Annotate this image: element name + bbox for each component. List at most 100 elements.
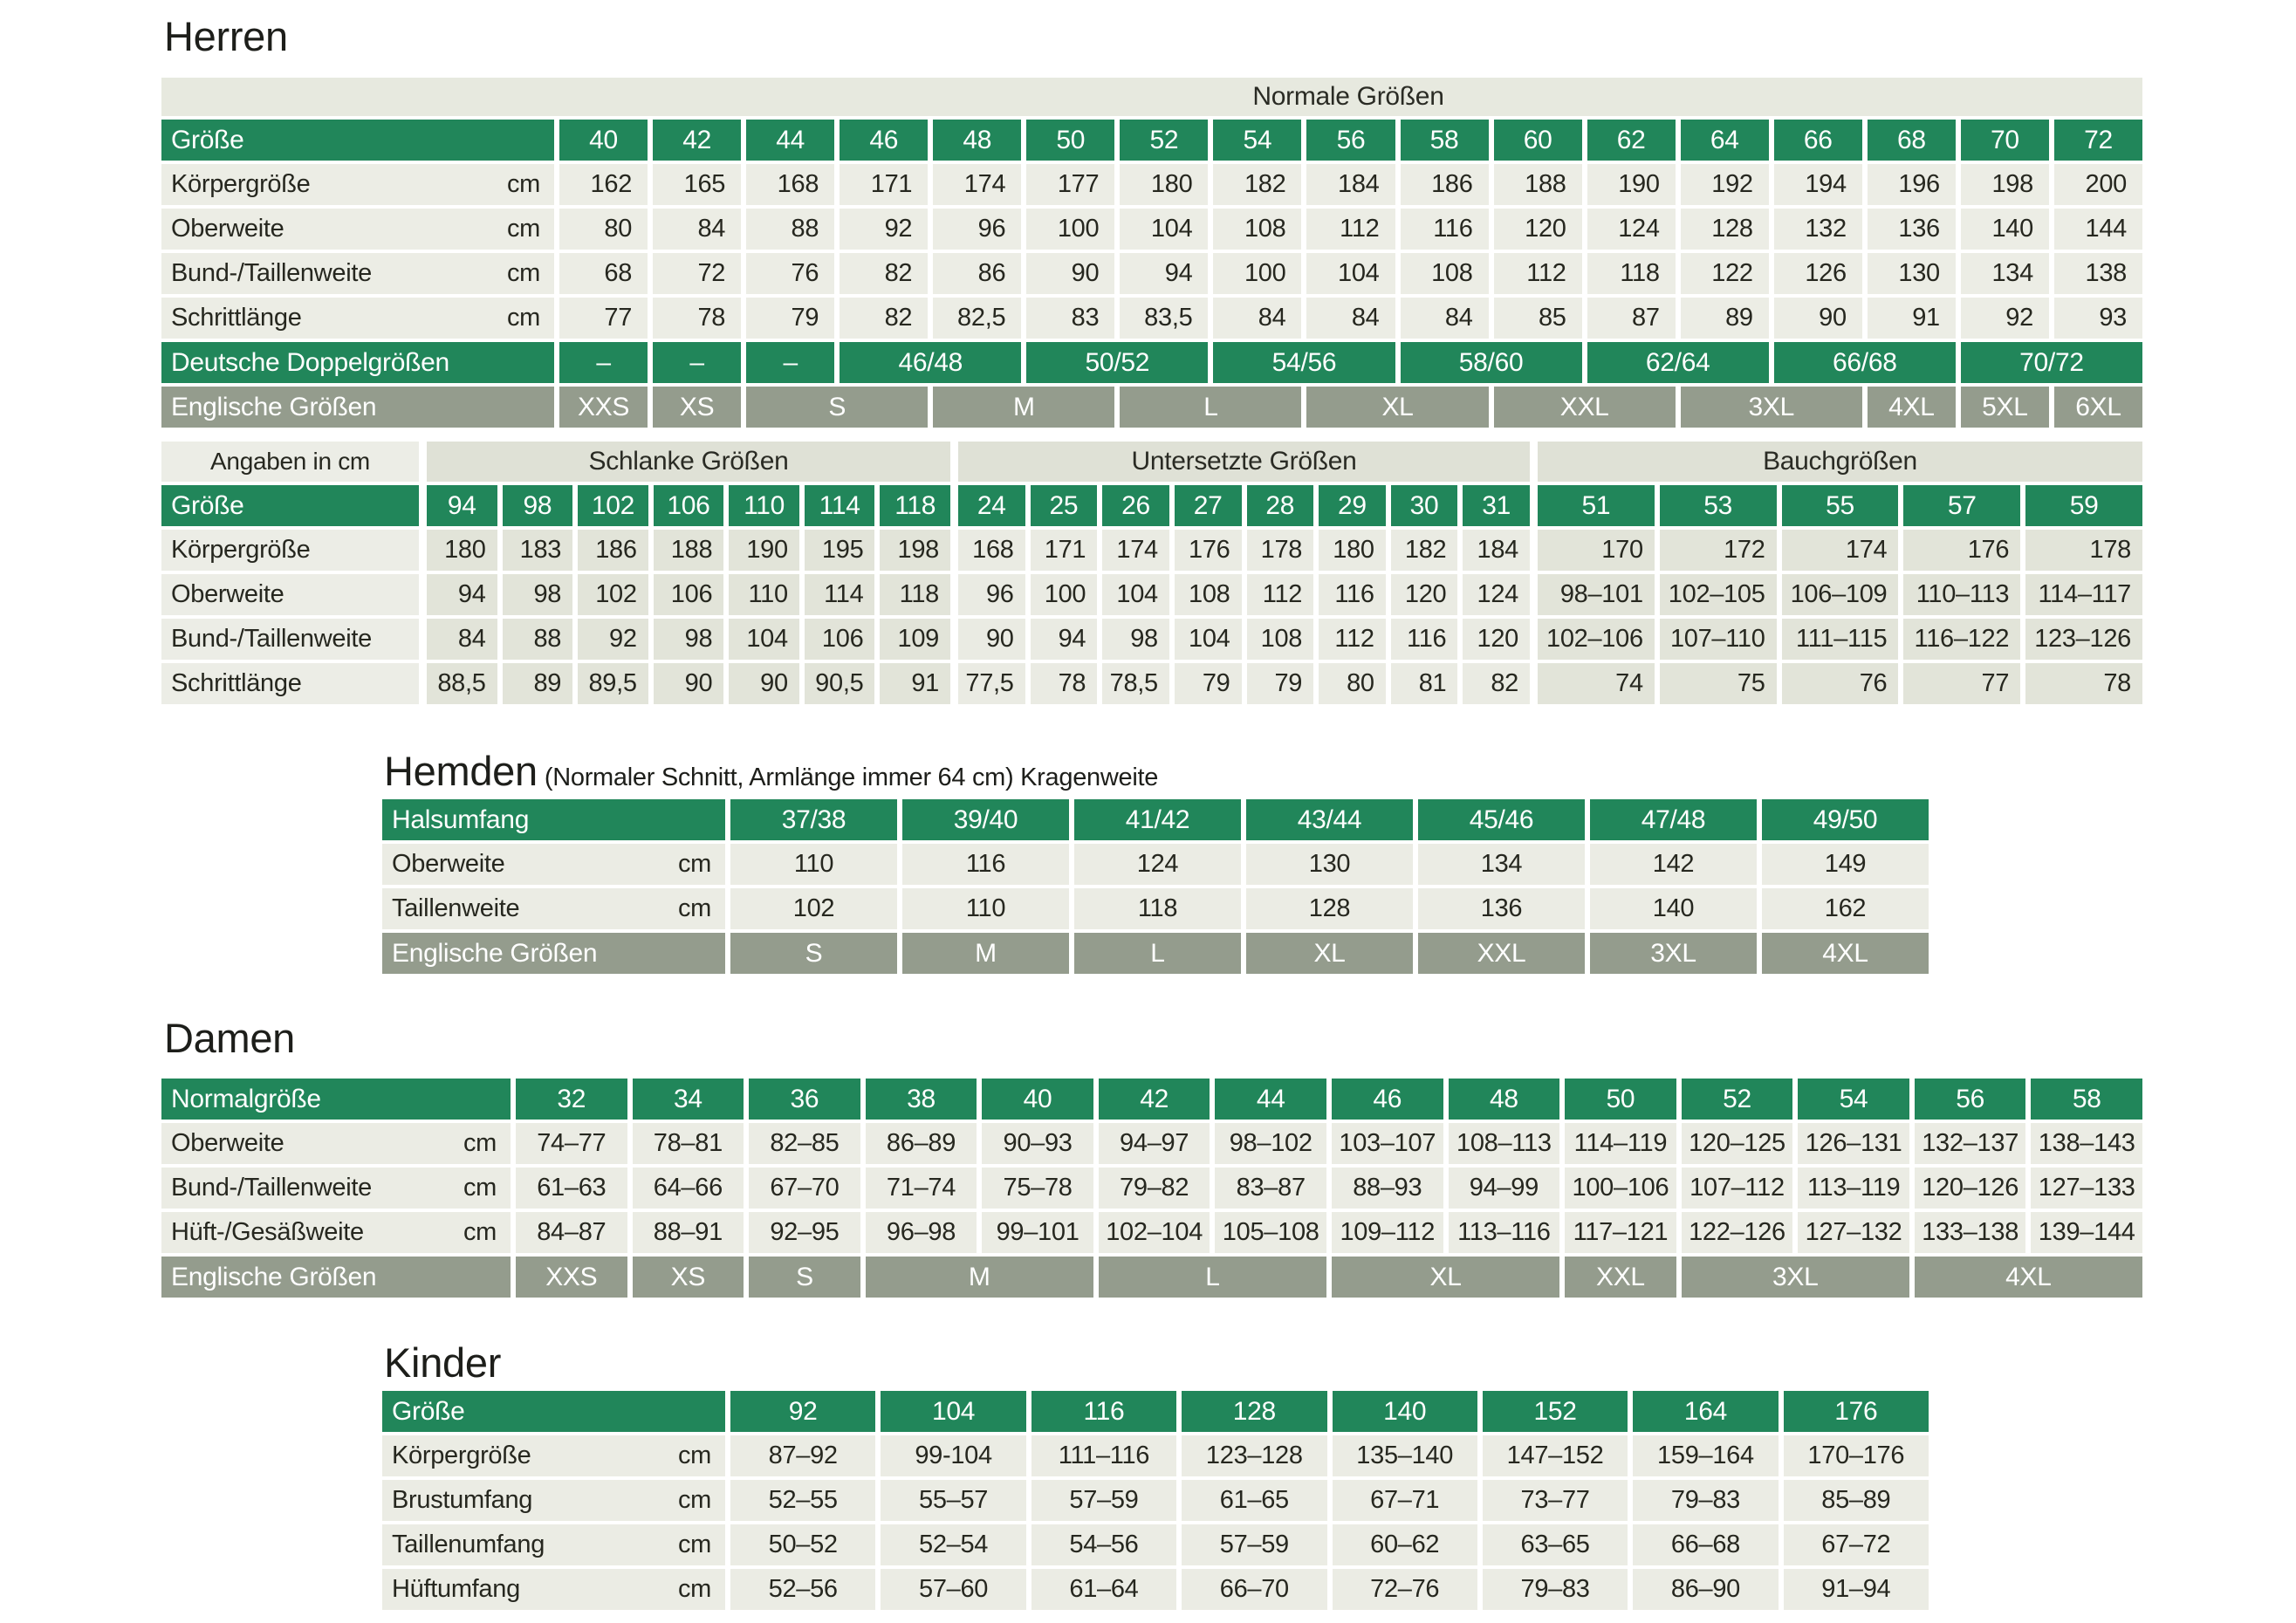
value-cell: 90 — [729, 663, 799, 704]
column-header-cell: 38 — [865, 1079, 977, 1120]
value-cell: 57–60 — [881, 1569, 1026, 1610]
value-cell: 89 — [1680, 298, 1769, 339]
unit-label: cm — [677, 1575, 711, 1603]
size-row-label: Größe — [161, 120, 554, 161]
value-cell: 127–132 — [1798, 1212, 1909, 1253]
column-header-cell: 164 — [1633, 1391, 1779, 1432]
value-cell: 108 — [1246, 619, 1314, 660]
value-cell: 92 — [1960, 298, 2049, 339]
value-cell: 180 — [1120, 164, 1209, 205]
column-header-cell: 94 — [427, 485, 497, 526]
column-header-cell: 57 — [1903, 485, 2021, 526]
value-cell: 79 — [1174, 663, 1242, 704]
value-cell: 104 — [1306, 253, 1395, 294]
value-cell: 123–128 — [1182, 1435, 1327, 1476]
size-row-label: Größe — [382, 1391, 725, 1432]
value-cell: 104 — [729, 619, 799, 660]
value-cell: 102–105 — [1659, 574, 1777, 615]
value-cell: 162 — [559, 164, 648, 205]
section-title-hemden: Hemden (Normaler Schnitt, Armlänge immer … — [384, 747, 1158, 795]
english-size-cell: XL — [1331, 1257, 1560, 1298]
english-size-cell: 5XL — [1960, 387, 2049, 428]
value-cell: 92 — [578, 619, 648, 660]
value-cell: 107–112 — [1681, 1168, 1793, 1209]
value-cell: 84–87 — [516, 1212, 627, 1253]
column-header-cell: 98 — [502, 485, 573, 526]
value-cell: 75 — [1659, 663, 1777, 704]
value-cell: 126 — [1773, 253, 1862, 294]
value-cell: 165 — [653, 164, 742, 205]
value-cell: 75–78 — [982, 1168, 1093, 1209]
value-cell: 176 — [1903, 530, 2021, 571]
row-label: Körpergröße cm — [382, 1435, 725, 1476]
column-header-cell: 46 — [1331, 1079, 1443, 1120]
value-cell: 77 — [559, 298, 648, 339]
value-cell: 133–138 — [1914, 1212, 2026, 1253]
value-cell: 132–137 — [1914, 1123, 2026, 1164]
value-cell: 120 — [1390, 574, 1458, 615]
value-cell: 98 — [1102, 619, 1169, 660]
row-label: Brustumfang cm — [382, 1480, 725, 1521]
value-cell: 87–92 — [730, 1435, 876, 1476]
value-cell: 168 — [746, 164, 835, 205]
section-title-damen: Damen — [164, 1015, 296, 1061]
english-size-cell: S — [749, 1257, 860, 1298]
value-cell: 106–109 — [1781, 574, 1899, 615]
value-cell: 183 — [502, 530, 573, 571]
english-size-cell: 3XL — [1680, 387, 1862, 428]
value-cell: 108–113 — [1448, 1123, 1560, 1164]
value-cell: 72 — [653, 253, 742, 294]
value-cell: 78,5 — [1102, 663, 1169, 704]
column-header-cell: 29 — [1319, 485, 1386, 526]
value-cell: 78–81 — [632, 1123, 744, 1164]
value-cell: 94 — [427, 574, 497, 615]
english-size-cell: L — [1120, 387, 1302, 428]
english-size-cell: L — [1074, 933, 1241, 974]
english-size-cell: S — [730, 933, 897, 974]
value-cell: 102 — [578, 574, 648, 615]
english-size-cell: M — [933, 387, 1115, 428]
value-cell: 94–97 — [1098, 1123, 1210, 1164]
value-cell: 103–107 — [1331, 1123, 1443, 1164]
value-cell: 118 — [1074, 888, 1241, 929]
value-cell: 83–87 — [1215, 1168, 1326, 1209]
value-cell: 110–113 — [1903, 574, 2021, 615]
value-cell: 116 — [1319, 574, 1386, 615]
column-header-cell: 28 — [1246, 485, 1314, 526]
value-cell: 64–66 — [632, 1168, 744, 1209]
german-double-size-cell: 62/64 — [1587, 342, 1769, 383]
column-header-cell: 42 — [653, 120, 742, 161]
value-cell: 113–119 — [1798, 1168, 1909, 1209]
value-cell: 83 — [1026, 298, 1115, 339]
unit-label: cm — [463, 1129, 497, 1157]
value-cell: 104 — [1174, 619, 1242, 660]
value-cell: 177 — [1026, 164, 1115, 205]
column-header-cell: 92 — [730, 1391, 876, 1432]
value-cell: 149 — [1762, 844, 1929, 885]
value-cell: 184 — [1463, 530, 1530, 571]
german-double-size-cell: 58/60 — [1400, 342, 1582, 383]
english-size-cell: XXL — [1493, 387, 1676, 428]
column-header-cell: 51 — [1538, 485, 1655, 526]
value-cell: 77 — [1903, 663, 2021, 704]
value-cell: 86–90 — [1633, 1569, 1779, 1610]
english-size-cell: M — [865, 1257, 1093, 1298]
value-cell: 88–93 — [1331, 1168, 1443, 1209]
value-cell: 114–119 — [1565, 1123, 1676, 1164]
value-cell: 67–70 — [749, 1168, 860, 1209]
value-cell: 76 — [1781, 663, 1899, 704]
column-header-cell: 102 — [578, 485, 648, 526]
value-cell: 80 — [559, 209, 648, 250]
value-cell: 105–108 — [1215, 1212, 1326, 1253]
english-size-label: Englische Größen — [161, 387, 554, 428]
section-title-herren: Herren — [164, 13, 288, 59]
value-cell: 194 — [1773, 164, 1862, 205]
column-header-cell: 55 — [1781, 485, 1899, 526]
value-cell: 54–56 — [1031, 1524, 1177, 1565]
table-band: Normale Größen — [161, 78, 2142, 116]
value-cell: 99–101 — [982, 1212, 1093, 1253]
value-cell: 82,5 — [933, 298, 1022, 339]
size-group: Bauchgrößen 51 53 55 57 59 170 172 174 176 178 98–1… — [1538, 442, 2142, 704]
value-cell: 162 — [1762, 888, 1929, 929]
column-header-cell: 27 — [1174, 485, 1242, 526]
